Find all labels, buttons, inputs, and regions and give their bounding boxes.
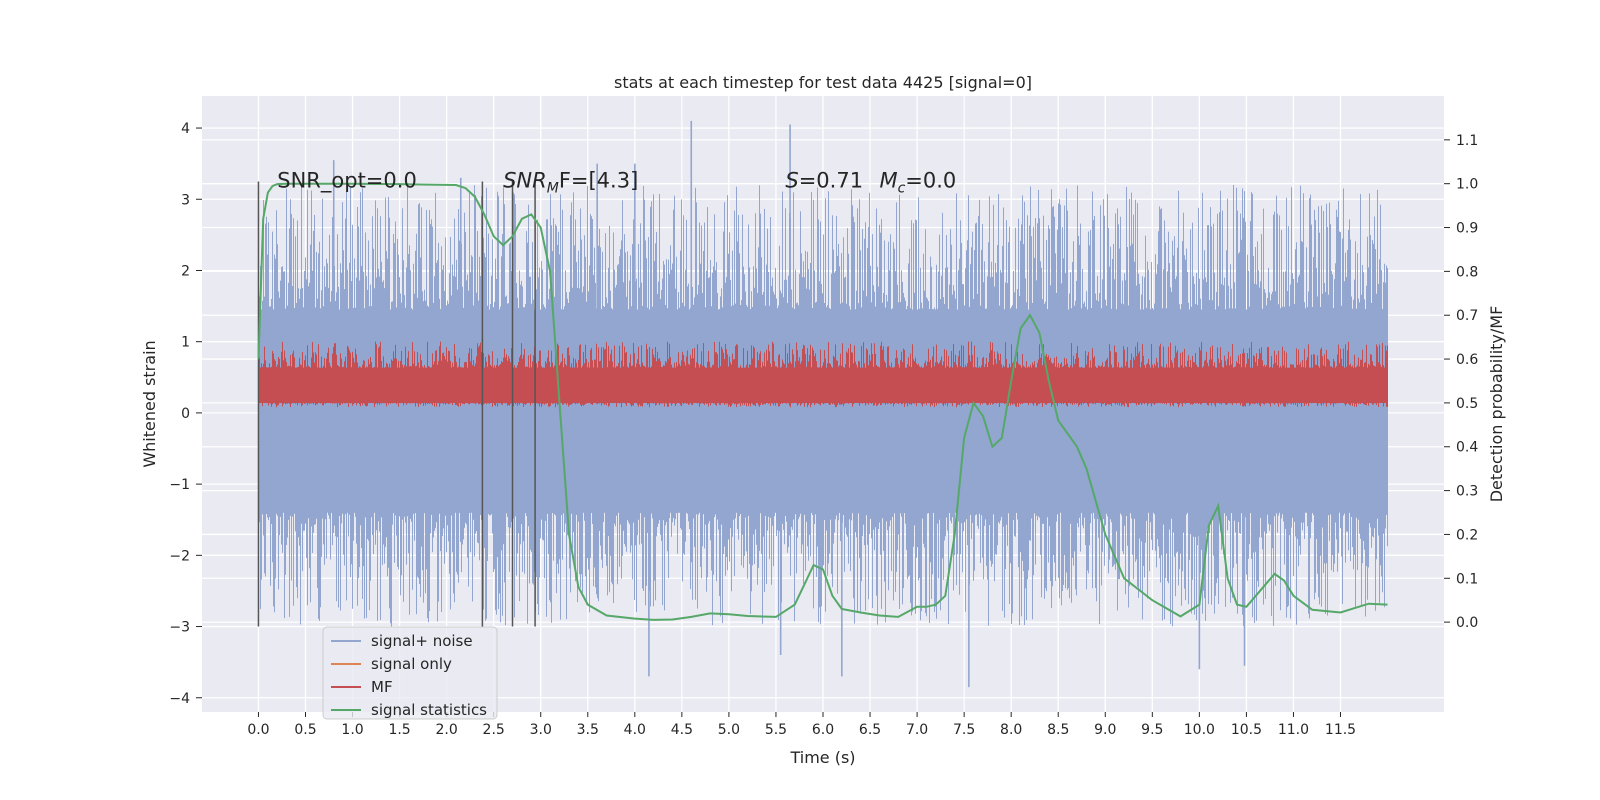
x-tick-label-10: 5.0 <box>718 722 740 738</box>
y-axis-label: Whitened strain <box>140 340 159 467</box>
y-tick-label-5: −1 <box>169 477 190 493</box>
x-tick-label-14: 7.0 <box>906 722 928 738</box>
y2-axis-label: Detection probability/MF <box>1487 306 1506 503</box>
x-tick-label-18: 9.0 <box>1094 722 1116 738</box>
annotation-3: Mc=0.0 <box>879 168 956 196</box>
y2-tick-label-3: 0.8 <box>1456 264 1478 280</box>
y-tick-label-8: −4 <box>169 691 190 707</box>
y-tick-label-1: 3 <box>181 192 190 208</box>
x-tick-label-1: 0.5 <box>294 722 316 738</box>
annotation-3-value: =0.0 <box>905 168 956 192</box>
y2-tick-label-1: 1.0 <box>1456 177 1478 193</box>
x-tick-label-11: 5.5 <box>765 722 787 738</box>
y2-tick-label-0: 1.1 <box>1456 133 1478 149</box>
legend-frame <box>322 626 498 720</box>
annotation-2-value: =0.71 <box>799 168 863 192</box>
y-tick-label-3: 1 <box>181 335 190 351</box>
series-mf <box>258 341 1388 408</box>
signal-statistics-line <box>257 182 1388 621</box>
legend-label-2: MF <box>371 678 393 696</box>
y2-tick-label-2: 0.9 <box>1456 221 1478 237</box>
annotation-3-main: M <box>879 168 897 192</box>
x-tick-label-17: 8.5 <box>1047 722 1069 738</box>
legend-label-0: signal+ noise <box>371 632 473 650</box>
y2-tick-label-9: 0.2 <box>1456 527 1478 543</box>
y-axis-ticks: 4 3 2 1 0 −1 −2 −3 −4 <box>169 121 202 707</box>
x-tick-label-0: 0.0 <box>247 722 269 738</box>
annotation-0: SNR_opt=0.0 <box>277 168 417 193</box>
x-tick-label-4: 2.0 <box>436 722 458 738</box>
series-signal-statistics <box>257 182 1388 621</box>
y2-axis-ticks: 1.1 1.0 0.9 0.8 0.7 0.6 0.5 0.4 0.3 0.2 0.1 0.0 <box>1444 133 1478 631</box>
y2-tick-label-8: 0.3 <box>1456 484 1478 500</box>
legend: signal+ noise signal only MF signal statist… <box>322 626 498 720</box>
x-axis-label: Time (s) <box>789 748 855 767</box>
x-tick-label-2: 1.0 <box>341 722 363 738</box>
y-tick-label-2: 2 <box>181 263 190 279</box>
x-tick-label-12: 6.0 <box>812 722 834 738</box>
x-tick-label-23: 11.5 <box>1325 722 1356 738</box>
y-tick-label-4: 0 <box>181 406 190 422</box>
y-tick-label-7: −3 <box>169 620 190 636</box>
y2-tick-label-4: 0.7 <box>1456 308 1478 324</box>
legend-label-3: signal statistics <box>371 701 487 719</box>
x-tick-label-19: 9.5 <box>1141 722 1163 738</box>
vertical-markers <box>257 181 536 627</box>
y2-tick-label-11: 0.0 <box>1456 615 1478 631</box>
x-tick-label-22: 11.0 <box>1278 722 1309 738</box>
x-tick-label-6: 3.0 <box>530 722 552 738</box>
x-tick-label-21: 10.5 <box>1231 722 1262 738</box>
x-axis-ticks: 0.0 0.5 1.0 1.5 2.0 2.5 3.0 3.5 4.0 4.5 5.0 5.5 6.0 6… <box>247 712 1356 738</box>
x-tick-label-16: 8.0 <box>1000 722 1022 738</box>
y2-tick-label-7: 0.4 <box>1456 440 1478 456</box>
legend-label-1: signal only <box>371 655 452 673</box>
x-tick-label-7: 3.5 <box>577 722 599 738</box>
y-tick-label-6: −2 <box>169 548 190 564</box>
chart-title: stats at each timestep for test data 442… <box>614 73 1032 92</box>
x-tick-label-15: 7.5 <box>953 722 975 738</box>
annotation-1-value: F=[4.3] <box>559 168 638 192</box>
series-signal-noise <box>258 120 1388 688</box>
x-tick-label-8: 4.0 <box>624 722 646 738</box>
annotation-3-subscript: c <box>898 180 906 196</box>
y2-tick-label-10: 0.1 <box>1456 571 1478 587</box>
y-tick-label-0: 4 <box>181 121 190 137</box>
annotation-2-main: S <box>785 168 798 192</box>
annotation-1-subscript: M <box>547 180 559 196</box>
y2-tick-label-6: 0.5 <box>1456 396 1478 412</box>
x-tick-label-5: 2.5 <box>483 722 505 738</box>
annotation-2: S=0.71 <box>785 168 863 192</box>
x-tick-label-3: 1.5 <box>388 722 410 738</box>
chart-annotations: SNR_opt=0.0 SNRMF=[4.3] S=0.71 Mc=0.0 <box>277 168 956 196</box>
x-tick-label-9: 4.5 <box>671 722 693 738</box>
x-tick-label-20: 10.0 <box>1184 722 1215 738</box>
annotation-1: SNRMF=[4.3] <box>503 168 638 196</box>
x-tick-label-13: 6.5 <box>859 722 881 738</box>
annotation-1-main: SNR <box>503 168 547 192</box>
annotation-0-main: SNR_opt=0.0 <box>277 168 417 193</box>
y2-tick-label-5: 0.6 <box>1456 352 1478 368</box>
